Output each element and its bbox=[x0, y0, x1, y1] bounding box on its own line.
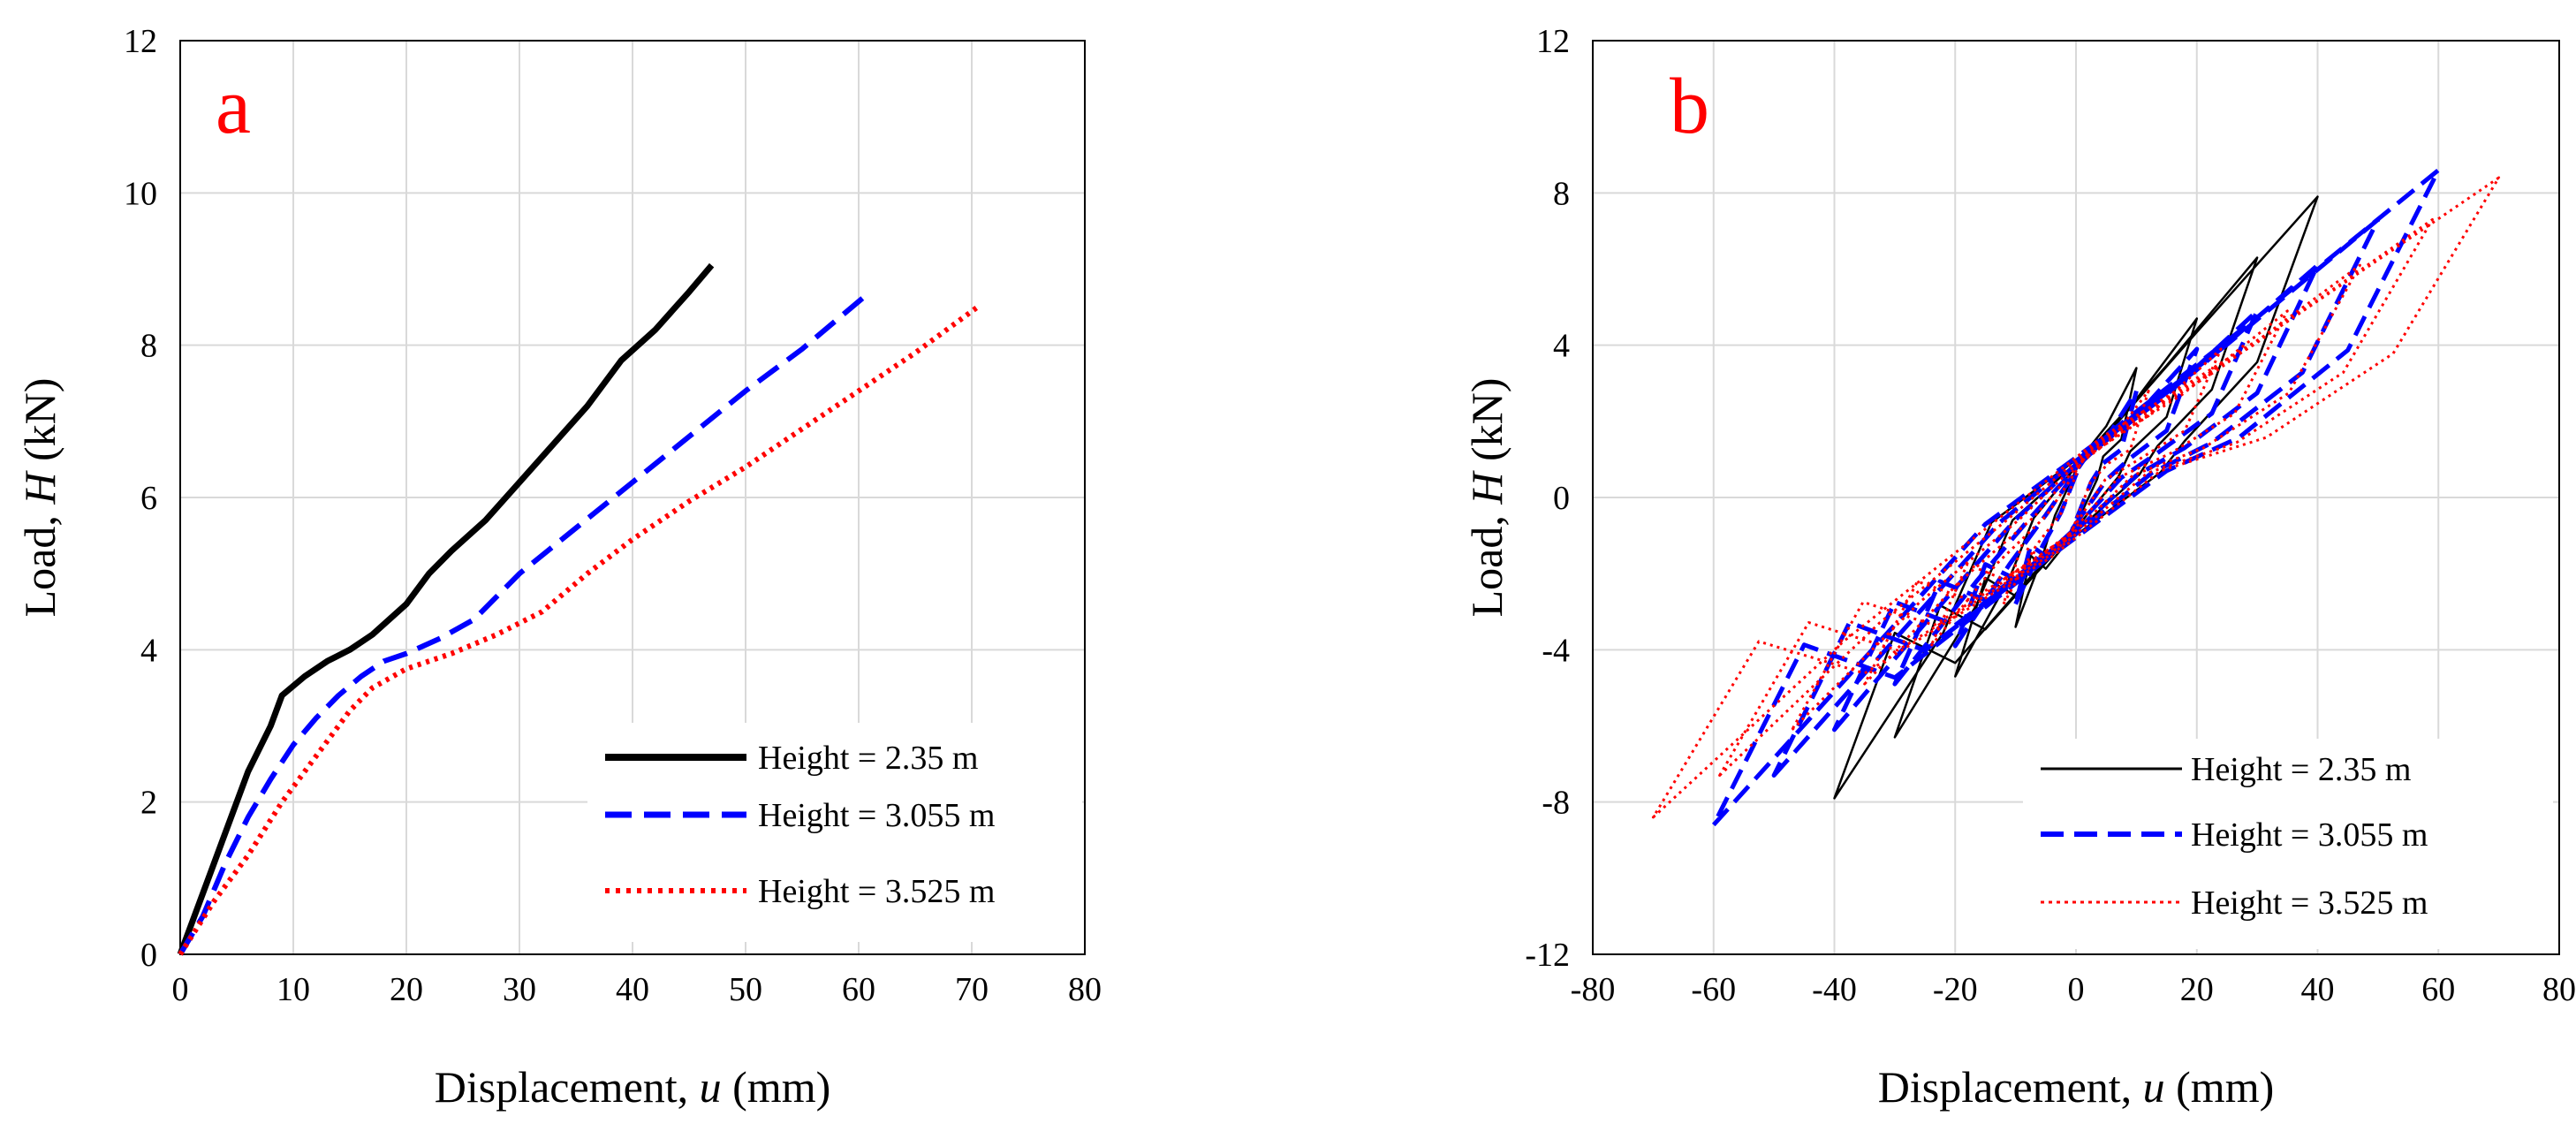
panel-a-x-tick-label: 20 bbox=[390, 971, 423, 1008]
panel-a-x-tick-label: 30 bbox=[503, 971, 536, 1008]
panel-a-y-tick-label: 10 bbox=[124, 175, 157, 212]
panel-b-x-tick-labels: -80 -60 -40 -20 0 20 40 60 80 bbox=[1571, 971, 2576, 1008]
panel-a-y-tick-label: 4 bbox=[140, 632, 157, 669]
panel-a-plot-frame bbox=[179, 40, 1086, 955]
panel-a-y-tick-label: 0 bbox=[140, 937, 157, 974]
panel-b-plot-frame bbox=[1592, 40, 2560, 955]
panel-a-x-tick-label: 40 bbox=[616, 971, 649, 1008]
panel-a-x-tick-labels: 0 10 20 30 40 50 60 70 80 bbox=[172, 971, 1102, 1008]
panel-b-y-tick-label: 8 bbox=[1553, 175, 1570, 212]
panel-b-y-tick-label: -4 bbox=[1542, 632, 1570, 669]
legend-a-label-1: Height = 2.35 m bbox=[758, 740, 978, 777]
panel-a-series-2-line bbox=[178, 290, 872, 956]
panel-b-x-tick-label: 20 bbox=[2180, 971, 2214, 1008]
panel-b-y-tick-label: 4 bbox=[1553, 328, 1570, 365]
panel-a-y-axis-title: Load, H (kN) bbox=[15, 378, 64, 618]
panel-b-series-3-loop bbox=[1651, 176, 2501, 819]
panel-a-label: a bbox=[216, 63, 251, 150]
panel-b-series-3-loop bbox=[1791, 263, 2361, 732]
panel-b-x-tick-label: 60 bbox=[2421, 971, 2455, 1008]
panel-a-series-1-line bbox=[177, 262, 715, 956]
panel-b-y-tick-labels: -12 -8 -4 0 4 8 12 bbox=[1525, 23, 1570, 974]
panel-a-x-tick-label: 0 bbox=[172, 971, 189, 1008]
panel-a-x-tick-label: 10 bbox=[277, 971, 310, 1008]
panel-b-x-tick-label: -40 bbox=[1812, 971, 1857, 1008]
panel-b-series-2-loop bbox=[1711, 168, 2441, 827]
panel-a-series bbox=[177, 262, 980, 956]
panel-a: 0 2 4 6 8 10 12 0 10 20 30 40 50 60 70 80 a Height = 2… bbox=[15, 23, 1102, 1112]
panel-a-series-3-line bbox=[178, 305, 980, 956]
panel-a-x-tick-label: 60 bbox=[842, 971, 875, 1008]
panel-b-series-3-loop bbox=[1718, 218, 2434, 777]
panel-a-x-tick-label: 80 bbox=[1068, 971, 1102, 1008]
panel-a-y-tick-label: 2 bbox=[140, 785, 157, 822]
panel-a-y-tick-labels: 0 2 4 6 8 10 12 bbox=[124, 23, 157, 974]
panel-b-x-tick-label: -20 bbox=[1933, 971, 1978, 1008]
legend-a-label-3: Height = 3.525 m bbox=[758, 873, 995, 910]
panel-a-x-axis-title: Displacement, u (mm) bbox=[435, 1062, 831, 1112]
panel-a-legend: Height = 2.35 m Height = 3.055 m Height … bbox=[587, 723, 1082, 942]
legend-b-label-1: Height = 2.35 m bbox=[2191, 751, 2411, 788]
panel-b-x-tick-label: 80 bbox=[2542, 971, 2576, 1008]
panel-b-x-tick-label: 40 bbox=[2301, 971, 2335, 1008]
panel-b-y-tick-label: -12 bbox=[1525, 937, 1570, 974]
panel-b-y-tick-label: 12 bbox=[1536, 23, 1570, 60]
panel-b-label: b bbox=[1670, 63, 1709, 150]
panel-a-grid bbox=[179, 40, 1086, 955]
panel-a-y-tick-label: 8 bbox=[140, 328, 157, 365]
panel-b-series bbox=[1651, 168, 2501, 827]
panel-a-x-tick-label: 50 bbox=[729, 971, 762, 1008]
panel-a-y-tick-label: 6 bbox=[140, 480, 157, 517]
panel-b-x-tick-label: -60 bbox=[1691, 971, 1736, 1008]
panel-b-x-axis-title: Displacement, u (mm) bbox=[1878, 1062, 2275, 1112]
panel-a-x-tick-label: 70 bbox=[955, 971, 989, 1008]
panel-b-legend: Height = 2.35 m Height = 3.055 m Height … bbox=[2023, 739, 2553, 949]
panel-b-series-1-loop bbox=[2014, 367, 2138, 628]
panel-b-series-2-loop bbox=[1771, 217, 2381, 778]
panel-a-y-tick-label: 12 bbox=[124, 23, 157, 60]
legend-b-label-3: Height = 3.525 m bbox=[2191, 885, 2428, 922]
panel-b-y-tick-label: 0 bbox=[1553, 480, 1570, 517]
panel-b-y-axis-title: Load, H (kN) bbox=[1462, 378, 1512, 618]
panel-b-x-tick-label: -80 bbox=[1571, 971, 1616, 1008]
panel-b-legend-box bbox=[2023, 739, 2553, 949]
panel-b-y-tick-label: -8 bbox=[1542, 785, 1570, 822]
panel-b-series-1-loop bbox=[1833, 195, 2319, 800]
panel-b-x-tick-label: 0 bbox=[2068, 971, 2085, 1008]
legend-a-label-2: Height = 3.055 m bbox=[758, 797, 995, 834]
legend-b-label-2: Height = 3.055 m bbox=[2191, 816, 2428, 854]
